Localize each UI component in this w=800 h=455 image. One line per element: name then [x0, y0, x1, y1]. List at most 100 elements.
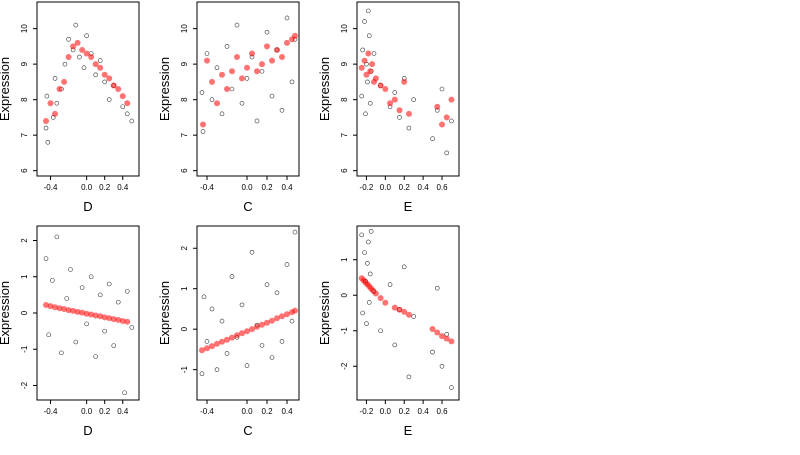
fitted-point	[292, 307, 298, 314]
panel-1: -0.4 0.0 0.2 0.4 6 7 8 9 10 D Expression	[0, 1, 140, 214]
y-tick-label: 10	[340, 24, 349, 33]
y-axis-title: Expression	[317, 281, 332, 345]
observed-point	[397, 115, 402, 120]
x-tick-label: -0.4	[44, 183, 58, 192]
observed-point	[214, 65, 220, 70]
observed-point	[289, 79, 295, 85]
fitted-point	[52, 110, 59, 117]
observed-point	[46, 332, 52, 338]
observed-point	[359, 232, 365, 238]
observed-point	[73, 22, 79, 28]
observed-point	[81, 65, 87, 70]
observed-point	[66, 36, 71, 42]
x-tick-label: 0.4	[281, 407, 293, 416]
observed-point	[366, 33, 372, 39]
fitted-point	[234, 54, 240, 61]
fitted-point	[377, 295, 384, 302]
observed-point	[371, 51, 377, 56]
y-axis-title: Expression	[0, 281, 12, 345]
fitted-point	[70, 43, 77, 50]
y-tick-label: 8	[20, 97, 29, 102]
fitted-point	[110, 316, 117, 323]
observed-point	[204, 51, 210, 56]
x-tick-label: -0.4	[200, 407, 214, 416]
x-axis-title: C	[243, 423, 252, 438]
x-tick-label: 0.0	[81, 183, 93, 192]
observed-point	[93, 72, 98, 78]
observed-point	[97, 58, 103, 63]
observed-point	[209, 306, 215, 312]
y-tick-label: 8	[340, 97, 349, 102]
fitted-point	[43, 117, 50, 124]
observed-point	[124, 288, 130, 294]
fitted-point	[269, 57, 275, 64]
fitted-point	[396, 306, 403, 313]
observed-point	[449, 385, 454, 390]
x-tick-label: 0.2	[261, 183, 273, 192]
fitted-point	[405, 110, 412, 117]
fitted-point	[244, 328, 250, 335]
fitted-point	[214, 100, 220, 107]
y-tick-label: -1	[180, 366, 189, 374]
observed-point	[244, 76, 250, 81]
fitted-point	[119, 93, 126, 100]
panel-5: -0.4 0.0 0.2 0.4 -1 0 1 2 C Expression	[157, 225, 300, 438]
y-axis-title: Expression	[157, 57, 172, 121]
observed-point	[411, 97, 416, 102]
x-tick-label: -0.4	[44, 407, 58, 416]
x-tick-label: 0.4	[418, 407, 430, 416]
y-tick-label: 9	[340, 61, 349, 66]
fitted-point	[439, 333, 445, 340]
y-tick-label: 1	[340, 257, 349, 262]
observed-point	[199, 90, 205, 95]
fitted-point	[47, 100, 54, 107]
fitted-point	[97, 64, 104, 71]
observed-point	[430, 136, 435, 142]
observed-point	[411, 314, 416, 319]
x-tick-label: 0.2	[399, 183, 411, 192]
fitted-point	[363, 71, 370, 78]
x-axis-title: D	[83, 423, 92, 438]
panel-2: -0.4 0.0 0.2 0.4 6 7 8 9 10 C Expression	[157, 1, 300, 214]
fitted-point	[115, 86, 122, 92]
observed-point	[59, 350, 64, 356]
fitted-point	[52, 304, 59, 311]
observed-point	[259, 68, 265, 74]
observed-point	[106, 281, 112, 287]
fitted-point	[239, 75, 245, 82]
fitted-point	[224, 336, 230, 343]
observed-point	[269, 93, 275, 99]
fitted-point	[88, 311, 95, 318]
observed-point	[264, 29, 270, 35]
observed-point	[254, 118, 260, 124]
fitted-point	[209, 78, 215, 85]
y-tick-label: 7	[340, 132, 349, 137]
fitted-point	[292, 32, 298, 39]
y-tick-label: 1	[180, 286, 189, 291]
observed-point	[111, 343, 117, 348]
fitted-point	[56, 86, 63, 92]
observed-point	[365, 260, 370, 266]
fitted-point	[101, 71, 108, 78]
observed-point	[68, 267, 73, 272]
observed-point	[219, 111, 225, 117]
observed-point	[359, 93, 365, 99]
y-tick-label: 6	[180, 168, 189, 173]
observed-point	[77, 54, 82, 60]
observed-point	[366, 239, 371, 245]
fitted-point	[443, 114, 450, 121]
plot-frame	[196, 225, 300, 401]
observed-point	[366, 8, 371, 14]
panel-3: -0.2 0.0 0.2 0.4 0.6 6 7 8 9 10 E Expression	[317, 1, 460, 214]
y-tick-label: 9	[180, 61, 189, 66]
fitted-point	[244, 64, 250, 71]
fitted-point	[448, 96, 455, 103]
observed-point	[122, 390, 127, 396]
x-tick-label: 0.2	[261, 407, 273, 416]
fitted-point	[74, 39, 81, 46]
observed-point	[93, 354, 98, 359]
observed-point	[239, 302, 245, 308]
fitted-point	[97, 313, 104, 320]
x-tick-label: 0.2	[399, 407, 411, 416]
observed-point	[274, 290, 280, 296]
